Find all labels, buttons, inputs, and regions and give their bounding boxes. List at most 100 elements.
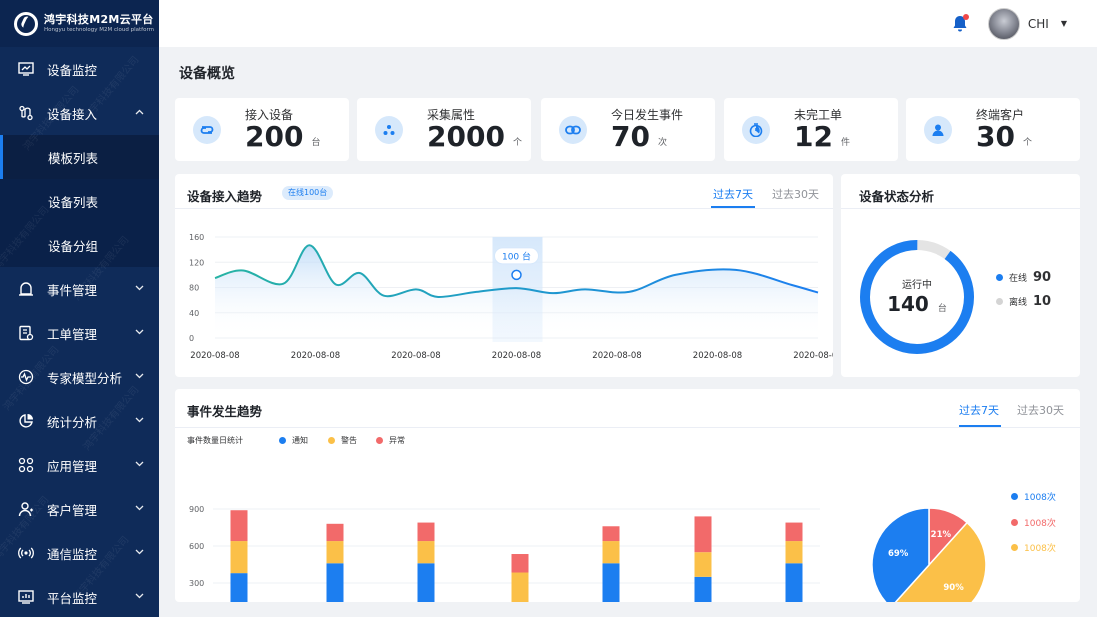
top-bar: CHI ▼ — [159, 0, 1097, 47]
chevron-down-icon[interactable] — [135, 416, 144, 426]
pie-legend-2: 1008次 — [1011, 516, 1056, 529]
pie-legend-1: 1008次 — [1011, 490, 1056, 503]
chevron-down-icon[interactable] — [135, 548, 144, 558]
stat-label: 接入设备 — [245, 107, 294, 122]
sidebar-subitem[interactable]: 模板列表 — [0, 135, 159, 179]
tab-last-30-days[interactable]: 过去30天 — [1017, 404, 1064, 417]
bar-segment — [602, 541, 620, 564]
chevron-down-icon[interactable] — [135, 328, 144, 338]
line-area — [215, 245, 818, 338]
sidebar-item-apps[interactable]: 应用管理 — [0, 443, 159, 487]
stat-card[interactable]: 未完工单 12 件 — [724, 98, 898, 161]
stat-unit: 台 — [311, 137, 321, 148]
tooltip-box — [494, 247, 539, 265]
tab-last-7-days[interactable]: 过去7天 — [713, 188, 753, 201]
bar-segment — [326, 563, 344, 602]
donut-center-label: 运行中 — [902, 280, 932, 291]
stat-label: 终端客户 — [976, 107, 1025, 122]
legend-notify: 通知 — [279, 435, 308, 446]
sidebar-item-monitor[interactable]: 设备监控 — [0, 47, 159, 91]
panel-divider — [841, 208, 1080, 209]
brand-title: 鸿宇科技M2M云平台 — [44, 12, 154, 26]
pie-label: 69% — [888, 549, 909, 559]
y-tick-label: 300 — [189, 579, 204, 588]
legend-offline-value: 10 — [1033, 294, 1052, 309]
access-trend-chart: 0 40 80 120 160 100 台 2020-08-08 2020-08-08 2020… — [189, 233, 833, 361]
status-donut — [860, 240, 974, 354]
stat-value: 12 — [794, 119, 833, 153]
tab-last-7-days[interactable]: 过去7天 — [959, 404, 999, 417]
pie-slice — [894, 521, 987, 602]
y-tick-label: 900 — [189, 505, 204, 514]
user-name[interactable]: CHI — [1027, 16, 1049, 31]
timer-icon — [742, 115, 770, 144]
user-menu-caret-icon[interactable]: ▼ — [1060, 19, 1067, 28]
chevron-down-icon[interactable] — [135, 592, 144, 602]
bar-segment — [326, 541, 344, 564]
stat-unit: 次 — [657, 137, 667, 148]
platform-icon — [17, 588, 35, 606]
stat-card[interactable]: 今日发生事件 70 次 — [541, 98, 715, 161]
chevron-down-icon[interactable] — [135, 504, 144, 514]
stat-unit: 个 — [1022, 137, 1032, 148]
sidebar-subitem[interactable]: 设备分组 — [0, 223, 159, 267]
legend-online-label: 在线 — [1009, 274, 1028, 284]
bar-segment — [417, 541, 435, 564]
chevron-up-icon[interactable] — [135, 108, 144, 118]
sidebar-item-customer[interactable]: 客户管理 — [0, 487, 159, 531]
sidebar-item-device-access[interactable]: 设备接入 — [0, 91, 159, 135]
bar-segment — [785, 541, 803, 564]
link-device-icon — [193, 115, 221, 144]
sidebar-item-label: 客户管理 — [47, 502, 98, 518]
bar-segment — [326, 523, 344, 542]
y-tick-label: 0 — [189, 334, 194, 343]
sidebar-item-label: 设备接入 — [47, 106, 98, 122]
chain-icon — [559, 115, 587, 144]
stats-icon — [17, 412, 35, 430]
bar-segment — [694, 516, 712, 553]
chevron-down-icon[interactable] — [135, 284, 144, 294]
bar-segment — [511, 572, 529, 602]
bar-segment — [694, 552, 712, 577]
device-status-panel: 设备状态分析 运行中 140 台 在线 90 离线 10 — [841, 174, 1080, 377]
sidebar-item-stats[interactable]: 统计分析 — [0, 399, 159, 443]
sidebar-subitem[interactable]: 设备列表 — [0, 179, 159, 223]
event-trend-title: 事件发生趋势 — [187, 404, 263, 419]
tooltip-text: 100 台 — [502, 250, 531, 262]
sidebar-item-label: 通信监控 — [47, 546, 98, 562]
x-tick-label: 2020-08-08 — [391, 351, 440, 361]
pie-label: 21% — [931, 530, 952, 540]
sidebar-item-signal[interactable]: 通信监控 — [0, 531, 159, 575]
legend-offline-dot — [996, 298, 1003, 305]
sidebar-item-platform[interactable]: 平台监控 — [0, 575, 159, 617]
event-chart-subtitle: 事件数量日统计 — [187, 436, 243, 445]
stat-card[interactable]: 接入设备 200 台 — [175, 98, 349, 161]
chevron-down-icon[interactable] — [135, 372, 144, 382]
bar-segment — [230, 573, 248, 602]
sidebar: 鸿宇科技M2M云平台 Hongyu technology M2M cloud p… — [0, 0, 159, 617]
stat-card[interactable]: 终端客户 30 个 — [906, 98, 1080, 161]
notification-bell-icon[interactable] — [950, 13, 970, 34]
panel-divider — [175, 427, 1080, 428]
sidebar-item-expert-model[interactable]: 专家模型分析 — [0, 355, 159, 399]
brand-subtitle: Hongyu technology M2M cloud platform — [44, 26, 155, 33]
customer-icon — [17, 500, 35, 518]
donut-center-unit: 台 — [937, 304, 947, 314]
stat-unit: 件 — [840, 137, 850, 148]
expert-model-icon — [17, 368, 35, 386]
sidebar-nav: 设备监控设备接入模板列表 设备列表 设备分组 事件管理 工单管理 专家模型分析统计分析应用… — [0, 47, 159, 617]
sidebar-item-label: 统计分析 — [47, 414, 98, 430]
sidebar-item-event[interactable]: 事件管理 — [0, 267, 159, 311]
tab-last-30-days[interactable]: 过去30天 — [772, 188, 819, 201]
brand[interactable]: 鸿宇科技M2M云平台 Hongyu technology M2M cloud p… — [0, 0, 159, 47]
chevron-down-icon[interactable] — [135, 460, 144, 470]
legend-warning: 警告 — [328, 435, 357, 446]
avatar[interactable] — [987, 7, 1020, 40]
bar-segment — [417, 563, 435, 602]
tab-active-underline — [959, 425, 1001, 427]
event-icon — [17, 280, 35, 298]
sidebar-item-work-order[interactable]: 工单管理 — [0, 311, 159, 355]
work-order-icon — [17, 324, 35, 342]
bar-segment — [785, 563, 803, 602]
stat-card[interactable]: 采集属性 2000 个 — [357, 98, 531, 161]
